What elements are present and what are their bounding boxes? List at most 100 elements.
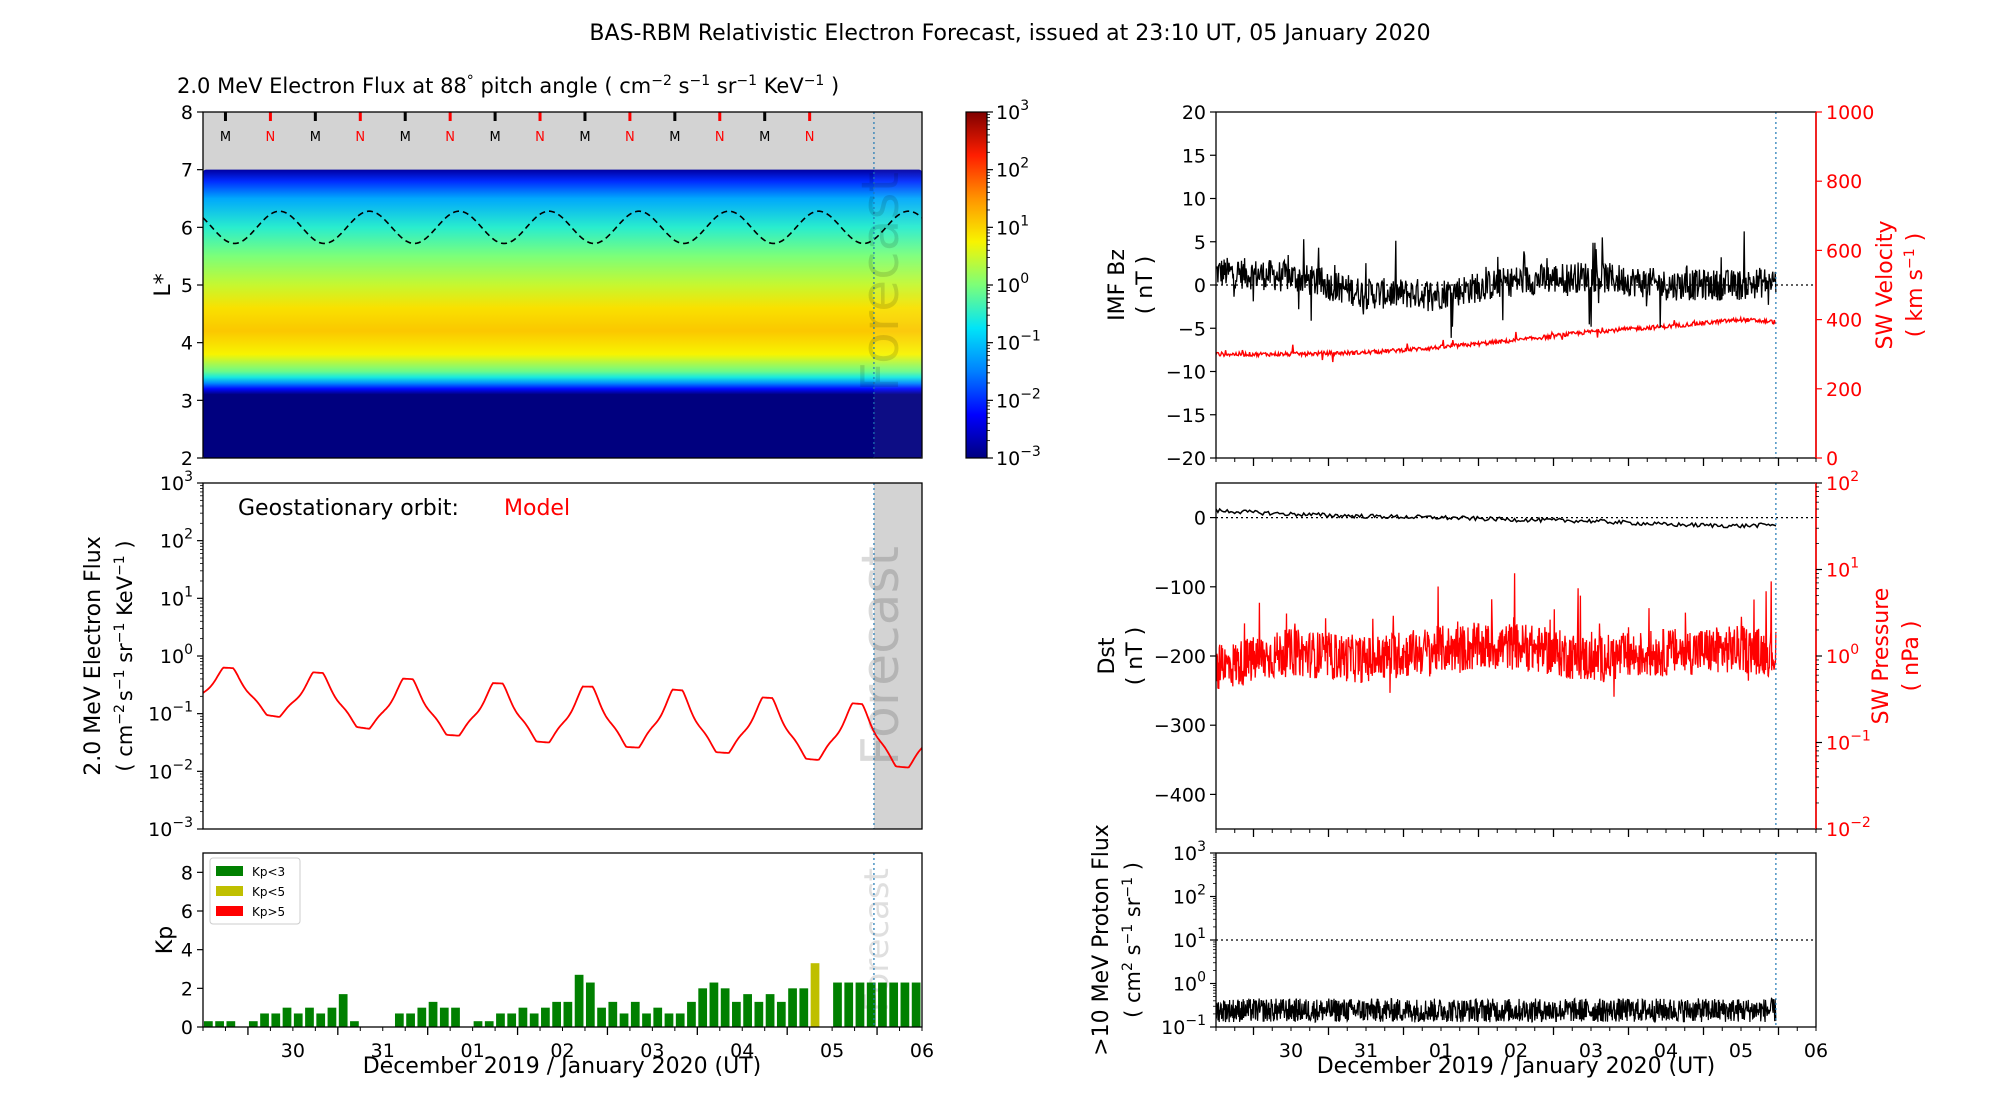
kp-bar [597,1007,606,1027]
kp-bar [743,994,752,1027]
y-tick-label: 2 [181,448,193,470]
y-tick-label: 600 [1826,240,1862,262]
y-tick-label: 3 [181,390,193,412]
y-tick-label: 100 [1826,642,1859,668]
kp-bar [709,982,719,1027]
kp-x-axis: 30 31 01 02 03 04 05 06 [202,1027,934,1062]
y-tick-label: 8 [181,102,193,124]
x-tick-label: 04 [730,1040,754,1062]
kp-bar [776,1001,786,1027]
kp-bar [282,1007,292,1027]
legend-label: Kp<5 [252,885,285,899]
y-tick-label: 102 [1826,469,1859,495]
y-tick-label: −200 [1154,646,1206,668]
y-tick-label: −5 [1178,318,1206,340]
y-tick-label: 10−2 [1826,815,1871,841]
kp-bar [855,982,865,1027]
kp-bar [260,1013,269,1027]
kp-legend: Kp<3 Kp<5 Kp>5 [209,857,301,925]
y-tick-label: 15 [1182,145,1206,167]
proton-x-axis: 30 31 01 02 03 04 05 06 [1215,1027,1828,1062]
x-tick-label: 05 [820,1040,844,1062]
legend-label: Kp>5 [252,905,285,919]
proton-ylabel: >10 MeV Proton Flux [1089,824,1114,1056]
geo-flux-panel: Forecast Geostationary orbit: Model 1031… [81,469,923,841]
kp-y-axis: 0 2 4 6 8 [181,862,203,1039]
kp-bar [417,1007,427,1027]
y-tick-label: 103 [160,469,193,495]
kp-bar [844,982,854,1027]
mlt-label: M [579,130,590,145]
colorbar: 103 102 101 100 10−1 10−2 10−3 [965,98,1041,470]
colorbar-gradient [965,111,988,459]
sw-pressure-ylabel: SW Pressure [1869,588,1894,725]
y-tick-label: 10−1 [148,700,193,726]
x-tick-label: 04 [1654,1040,1678,1062]
kp-bar [271,1013,281,1027]
sw-pressure-y-axis: 102 101 100 10−1 10−2 [1815,469,1871,841]
y-tick-label: 0 [1826,448,1838,470]
kp-bar [563,1001,573,1027]
geo-flux-forecast-shade [873,483,922,829]
sw-velocity-y-axis: 1000 800 600 400 200 0 [1815,102,1874,470]
kp-bar [866,982,876,1027]
kp-bar [226,1021,236,1027]
x-tick-label: 02 [550,1040,574,1062]
kp-bar [484,1021,494,1027]
left-xlabel: December 2019 / January 2020 (UT) [363,1054,762,1079]
y-tick-label: 0 [1194,508,1206,530]
mlt-label: M [220,130,231,145]
geo-flux-model-line [203,666,922,769]
geo-flux-ylabel-units: ( cm−2s−1 sr−1 KeV−1 ) [112,540,137,771]
kp-bar [642,1013,651,1027]
kp-bar [619,1013,629,1027]
x-tick-label: 30 [281,1040,305,1062]
flux-map-y-axis: 2 3 4 5 6 7 8 [181,102,203,470]
legend-label: Kp<3 [252,865,285,879]
y-tick-label: −400 [1154,784,1206,806]
y-tick-label: 1000 [1826,102,1874,124]
dst-ylabel-unit: ( nT ) [1123,627,1148,686]
kp-bar [732,1001,741,1027]
proton-flux-line [1216,997,1777,1024]
flux-map-watermark: Forecast [851,172,911,392]
y-tick-label: 101 [1173,926,1206,952]
y-tick-label: −10 [1166,362,1206,384]
kp-bar [248,1021,258,1027]
kp-ylabel: Kp [153,926,178,954]
geo-annotation-label: Geostationary orbit: [238,496,459,521]
y-tick-label: 10−1 [1161,1013,1206,1039]
imf-y-axis: 20 15 10 5 0 −5 −10 −15 −20 [1166,102,1216,470]
y-tick-label: 10 [1182,189,1206,211]
y-tick-label: −20 [1166,448,1206,470]
kp-bar [979,983,988,1027]
geo-annotation-model: Model [504,496,570,521]
x-tick-label: 31 [371,1040,395,1062]
colorbar-tick-label: 101 [996,213,1029,239]
kp-bar [945,983,954,1027]
kp-bar [720,988,730,1027]
mlt-label: M [669,130,680,145]
dst-x-ticks [1215,829,1817,837]
colorbar-tick-label: 10−2 [996,386,1041,412]
geostationary-orbit-line [203,210,922,245]
y-tick-label: 20 [1182,102,1206,124]
kp-bar [698,988,708,1027]
dst-y-axis: 0 −100 −200 −300 −400 [1154,508,1216,806]
right-xlabel: December 2019 / January 2020 (UT) [1317,1054,1716,1079]
x-tick-label: 02 [1504,1040,1528,1062]
mlt-label: N [715,130,725,145]
y-tick-label: 6 [181,901,193,923]
y-tick-label: 103 [1173,839,1206,865]
y-tick-label: 101 [1826,556,1859,582]
y-tick-label: 102 [160,527,193,553]
x-tick-label: 06 [1804,1040,1828,1062]
kp-bar [878,982,887,1027]
x-tick-label: 31 [1354,1040,1378,1062]
kp-bar [428,1001,438,1027]
colorbar-tick-label: 103 [996,98,1029,124]
kp-bar [496,1013,505,1027]
proton-ylabel-units: ( cm2 s−1 sr−1 ) [1120,862,1145,1018]
